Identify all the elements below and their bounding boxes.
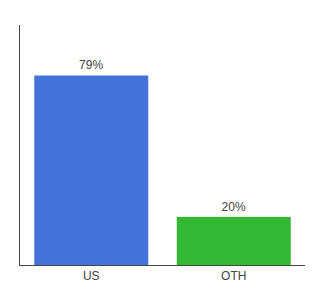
svg-text:79%: 79% — [79, 58, 103, 72]
svg-text:20%: 20% — [222, 200, 246, 214]
svg-text:US: US — [83, 269, 100, 283]
svg-text:OTH: OTH — [221, 269, 246, 283]
